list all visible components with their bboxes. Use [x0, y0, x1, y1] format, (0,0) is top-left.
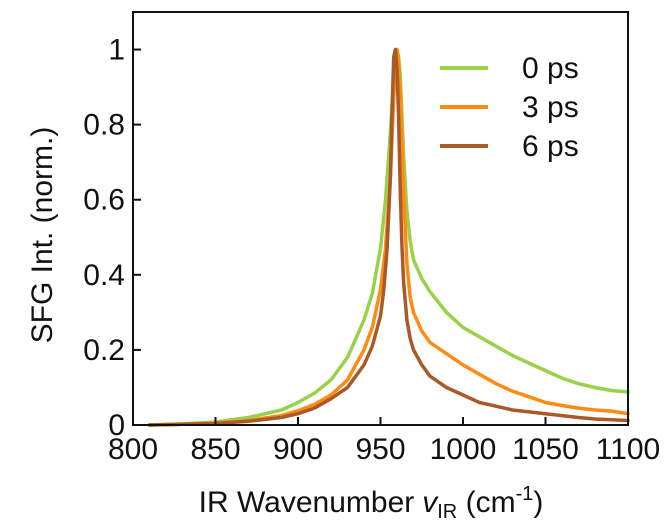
series-line-1 [147, 47, 630, 427]
x-tick-label: 1100 [596, 433, 661, 466]
y-axis-title: SFG Int. (norm.) [26, 127, 59, 344]
x-tick-label: 850 [190, 433, 240, 466]
y-tick-label: 0 [108, 409, 125, 442]
y-tick-label: 0.2 [83, 334, 125, 367]
legend: 0 ps 3 ps 6 ps [440, 52, 579, 163]
series-layer [147, 47, 630, 427]
y-tick-label: 0.8 [83, 109, 125, 142]
x-tick-label: 1050 [512, 433, 579, 466]
x-tick-label: 950 [355, 433, 405, 466]
x-tick-label: 800 [108, 433, 158, 466]
x-tick-label: 1000 [430, 433, 497, 466]
legend-label-0: 0 ps [522, 52, 579, 85]
y-tick-label: 0.4 [83, 259, 125, 292]
legend-label-2: 6 ps [522, 130, 579, 163]
x-axis-title-variable: v [422, 486, 439, 519]
x-axis-title-unit-open: (cm [457, 486, 515, 519]
series-line-2 [147, 47, 630, 427]
legend-label-1: 3 ps [522, 91, 579, 124]
y-tick-label: 0.6 [83, 184, 125, 217]
y-tick-label: 1 [108, 34, 125, 67]
x-tick-label: 900 [273, 433, 323, 466]
x-axis-title-text: IR Wavenumber [199, 486, 415, 519]
x-axis-title-subscript: IR [437, 501, 457, 523]
x-axis-title-unit-close: ) [533, 486, 543, 519]
x-axis-title: IR Wavenumber vIR (cm-1) [199, 483, 544, 523]
ticks-layer: 800 850 900 950 1000 1050 1100 0 0.2 0.4 0.6 0.8 1 [83, 34, 660, 466]
x-axis-title-unit-superscript: -1 [516, 483, 534, 505]
